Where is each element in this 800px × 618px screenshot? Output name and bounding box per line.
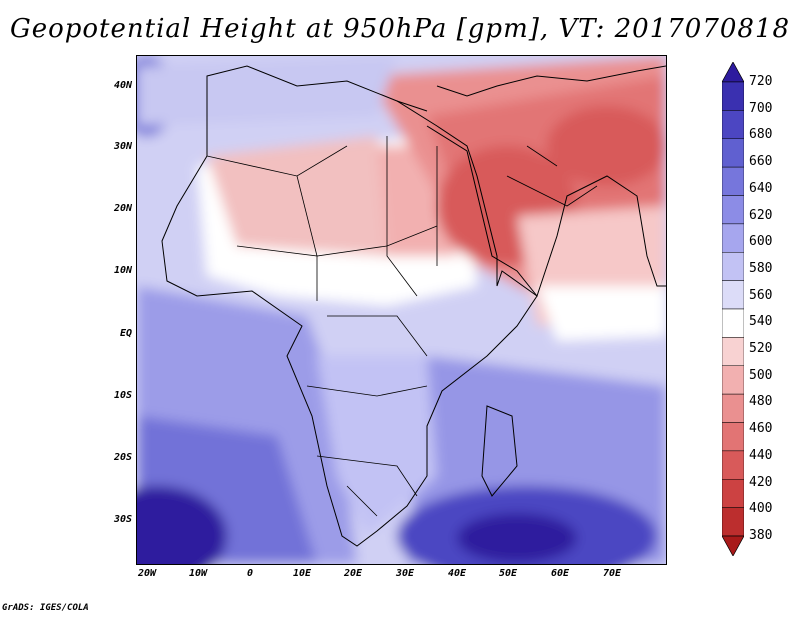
colorbar-label: 440 xyxy=(749,447,773,463)
lat-label: 40N xyxy=(113,80,132,91)
height-field xyxy=(137,56,666,564)
colorbar-swatch xyxy=(722,138,744,168)
colorbar-label: 480 xyxy=(749,394,773,410)
colorbar xyxy=(722,62,744,556)
lon-label: 20E xyxy=(343,568,363,579)
colorbar-swatch xyxy=(722,308,744,338)
colorbar-swatch xyxy=(722,507,744,537)
colorbar-swatch xyxy=(722,365,744,395)
colorbar-swatch xyxy=(722,195,744,225)
lon-label: 20W xyxy=(137,568,157,579)
colorbar-swatch xyxy=(722,393,744,423)
colorbar-swatch xyxy=(722,479,744,508)
colorbar-label: 420 xyxy=(749,474,773,490)
colorbar-label: 660 xyxy=(749,154,773,170)
lon-label: 10W xyxy=(188,568,208,579)
colorbar-label: 500 xyxy=(749,367,773,383)
colorbar-label: 400 xyxy=(749,501,773,517)
colorbar-swatch xyxy=(722,81,744,111)
colorbar-label: 640 xyxy=(749,180,773,196)
colorbar-label: 720 xyxy=(749,74,773,89)
country-borders xyxy=(206,136,598,517)
lat-label: 30S xyxy=(113,514,132,525)
colorbar-swatch xyxy=(722,223,744,253)
colorbar-swatch xyxy=(722,450,744,480)
lat-label: 10S xyxy=(113,390,132,401)
lat-label: EQ xyxy=(119,328,132,339)
colorbar-swatch xyxy=(722,422,744,452)
lat-label: 10N xyxy=(113,265,132,276)
map-title: Geopotential Height at 950hPa [gpm], VT:… xyxy=(9,14,791,44)
colorbar-label: 460 xyxy=(749,421,773,437)
colorbar-label: 620 xyxy=(749,207,773,223)
colorbar-swatch xyxy=(722,166,744,196)
lon-label: 40E xyxy=(447,568,467,579)
map-canvas xyxy=(137,56,666,564)
lon-label: 0 xyxy=(246,568,254,579)
colorbar-label: 560 xyxy=(749,287,773,303)
colorbar-label: 380 xyxy=(749,528,773,543)
colorbar-label: 580 xyxy=(749,260,773,276)
credit-text: GrADS: IGES/COLA xyxy=(2,603,89,613)
colorbar-top-arrow xyxy=(722,62,744,83)
colorbar-swatch xyxy=(722,252,744,281)
lon-label: 60E xyxy=(550,568,570,579)
lat-label: 20N xyxy=(113,203,132,214)
lon-label: 30E xyxy=(395,568,415,579)
map-panel xyxy=(136,55,667,565)
colorbar-label: 700 xyxy=(749,100,773,116)
colorbar-label: 520 xyxy=(749,341,773,357)
lat-label: 30N xyxy=(113,141,132,152)
lon-label: 50E xyxy=(498,568,518,579)
coastlines xyxy=(161,65,666,547)
colorbar-label: 600 xyxy=(749,234,773,250)
lat-label: 20S xyxy=(113,452,132,463)
colorbar-label: 680 xyxy=(749,127,773,143)
lon-label: 10E xyxy=(292,568,312,579)
colorbar-label: 540 xyxy=(749,314,773,330)
colorbar-bottom-arrow xyxy=(722,535,744,556)
lon-label: 70E xyxy=(602,568,622,579)
colorbar-swatch xyxy=(722,337,744,366)
colorbar-swatch xyxy=(722,280,744,310)
colorbar-swatch xyxy=(722,110,744,139)
